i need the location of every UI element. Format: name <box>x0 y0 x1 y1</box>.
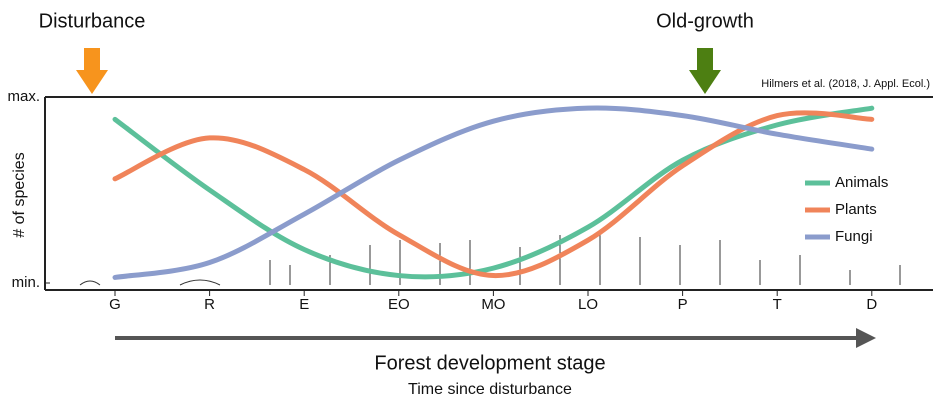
source: Hilmers et al. (2018, J. Appl. Ecol.) <box>761 78 930 90</box>
old-growth-arrow <box>689 48 721 94</box>
x-tick-label: LO <box>578 296 598 313</box>
x-axis-subtitle: Time since disturbance <box>408 381 572 398</box>
x-tick-label: E <box>299 296 309 313</box>
x-tick-label: G <box>109 296 121 313</box>
annotation: Disturbance <box>39 10 146 32</box>
x-tick-label: R <box>204 296 215 313</box>
legend-label: Animals <box>835 174 888 191</box>
legend-label: Plants <box>835 201 877 218</box>
x-tick-label: D <box>866 296 877 313</box>
forest-silhouettes <box>79 233 901 286</box>
legend-label: Fungi <box>835 228 873 245</box>
y-tick-label: max. <box>7 88 40 105</box>
x-tick-label: P <box>678 296 688 313</box>
x-tick-label: MO <box>481 296 505 313</box>
series-line <box>112 110 875 279</box>
series-line <box>112 105 875 280</box>
y-axis-title: # of species <box>11 152 28 237</box>
x-tick-label: EO <box>388 296 410 313</box>
disturbance-arrow <box>76 48 108 94</box>
x-tick-label: T <box>773 296 782 313</box>
series-line <box>112 105 875 280</box>
annotation: Old-growth <box>656 10 754 32</box>
y-tick-label: min. <box>12 274 40 291</box>
x-axis-title: Forest development stage <box>374 352 605 374</box>
